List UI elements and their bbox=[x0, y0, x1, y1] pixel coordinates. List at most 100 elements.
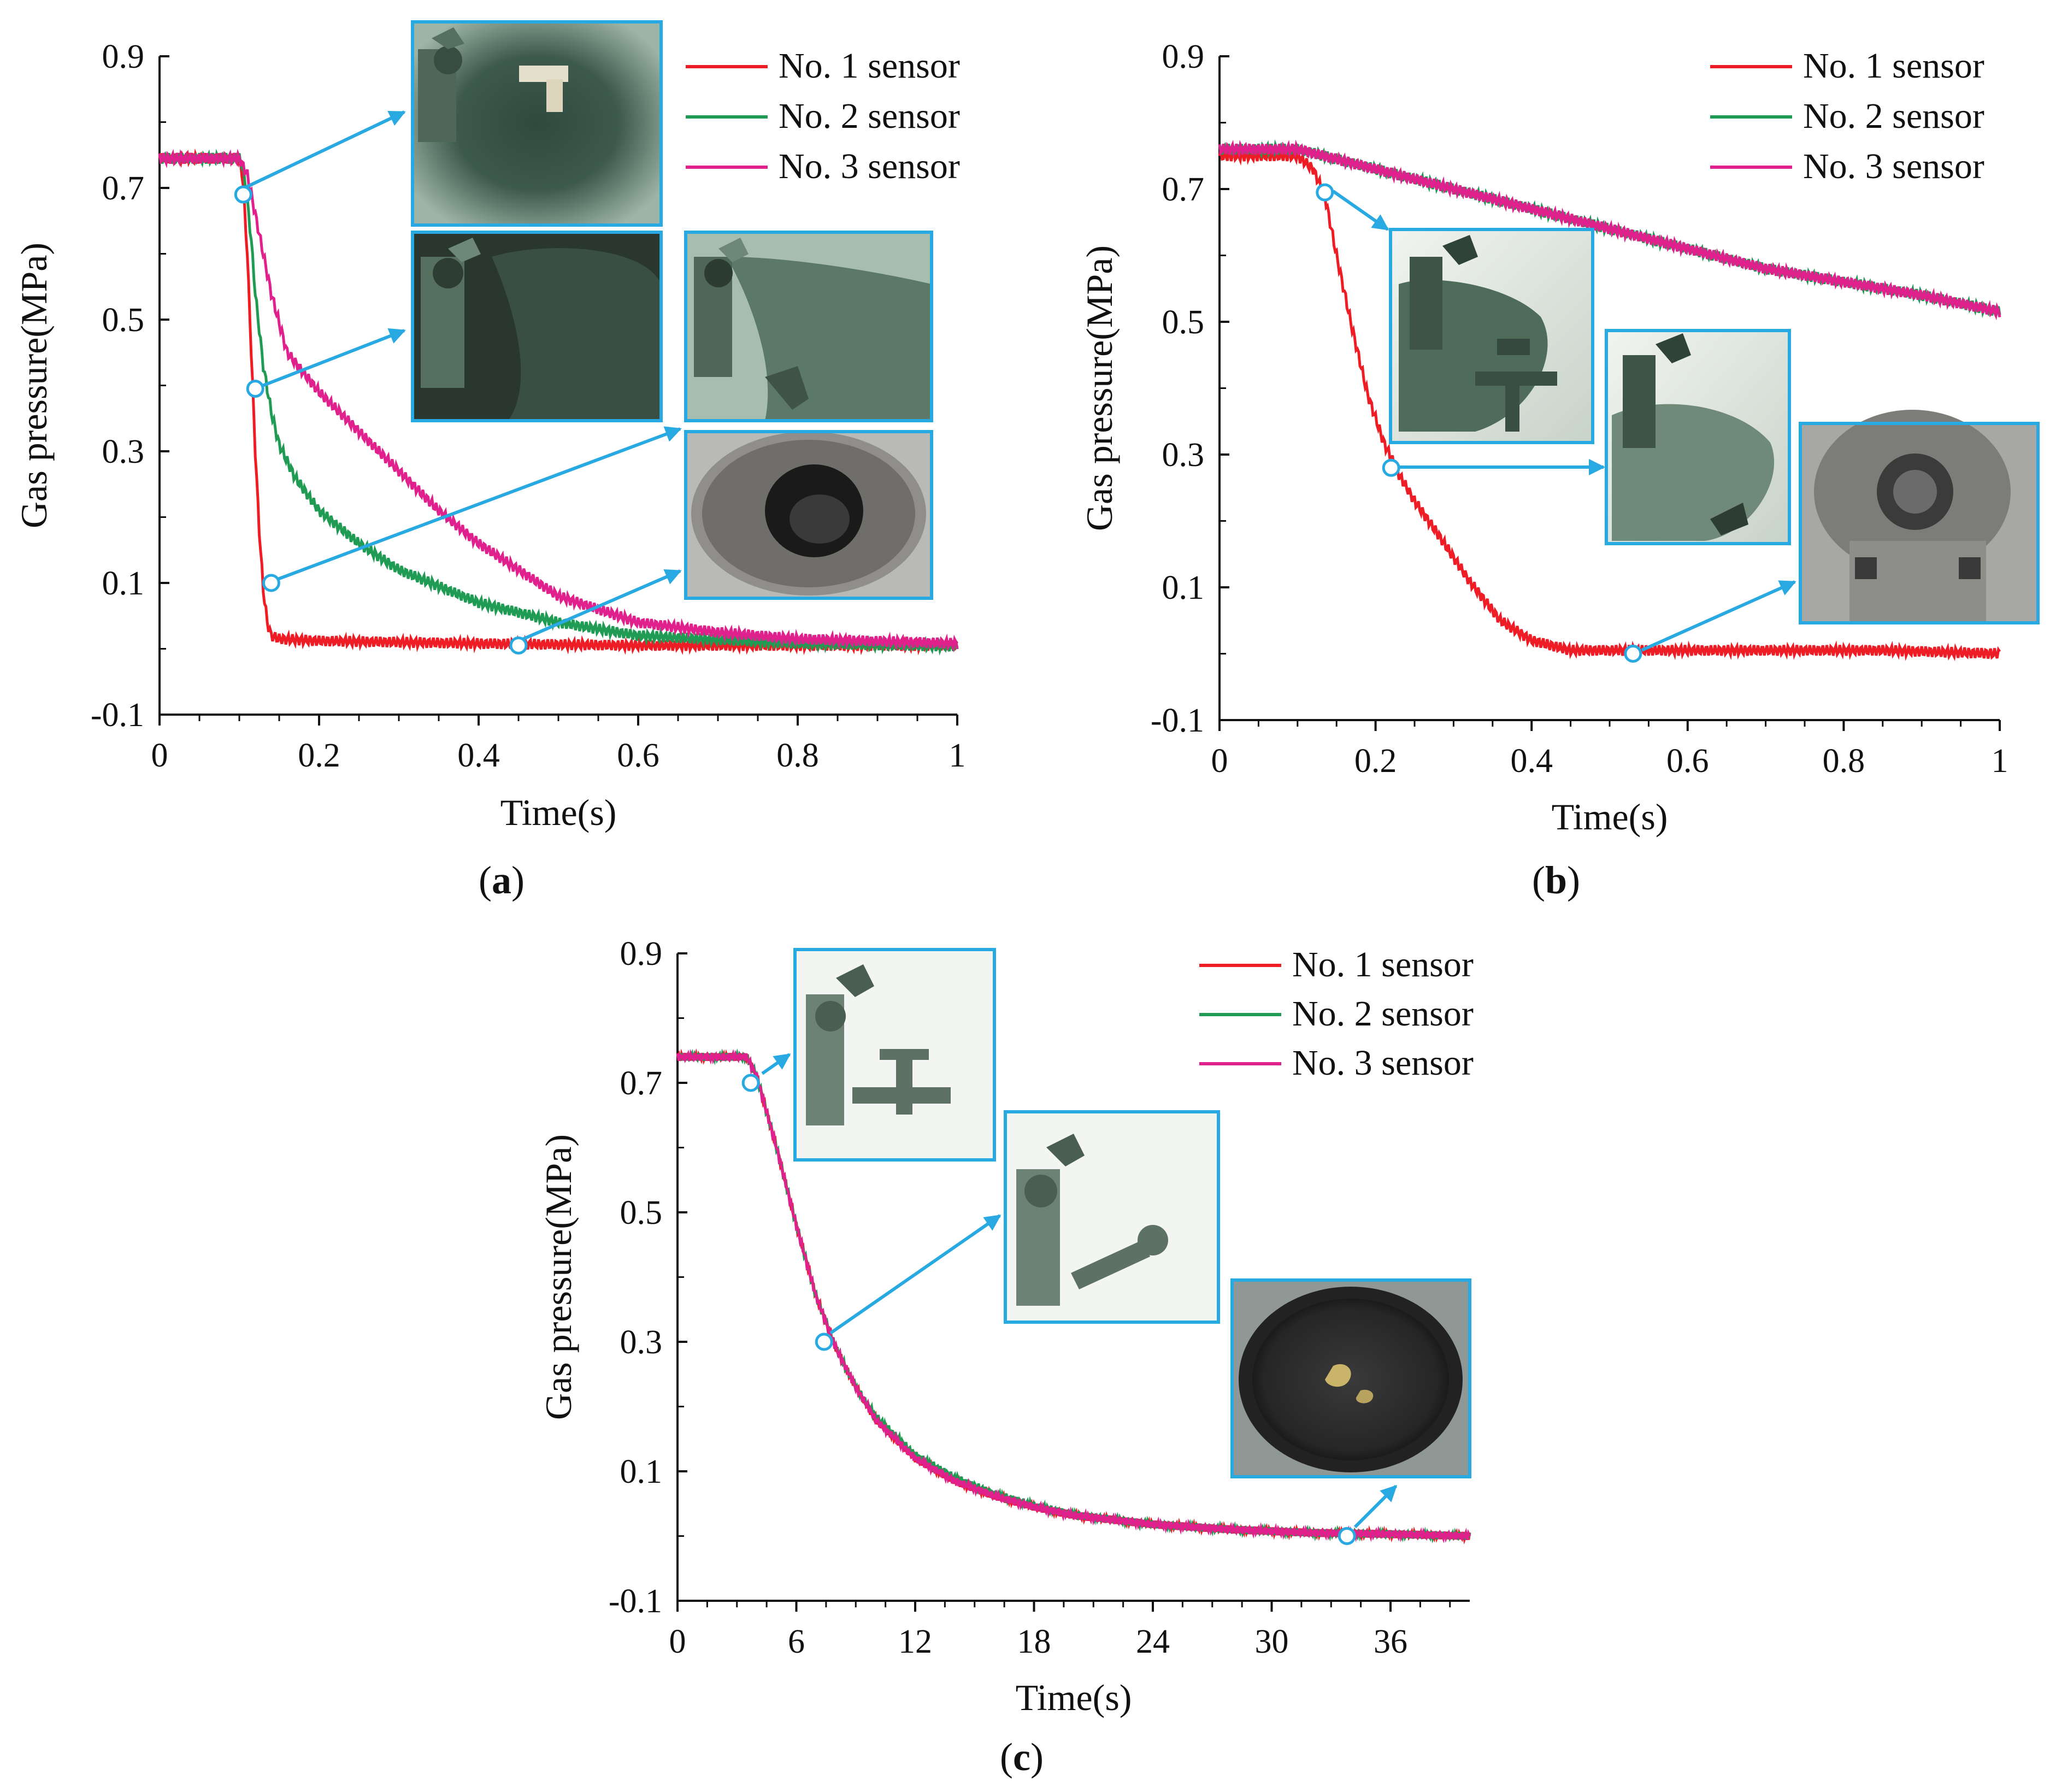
panel-label-c: (c) bbox=[1000, 1735, 1044, 1779]
callout-marker bbox=[246, 380, 264, 398]
panel-a: -0.1 0.1 0.3 0.5 0.7 0.9 0 0.2 0.4 0.6 0.8 1 Time(s)… bbox=[13, 20, 966, 902]
x-tick-label: 24 bbox=[1136, 1623, 1170, 1660]
y-tick-label: 0.7 bbox=[102, 170, 145, 207]
x-axis-label: Time(s) bbox=[1016, 1677, 1132, 1718]
callout-marker bbox=[509, 636, 528, 655]
valve-icon bbox=[421, 238, 481, 388]
x-axis-label: Time(s) bbox=[1552, 796, 1668, 838]
callout-marker bbox=[1338, 1527, 1356, 1545]
y-tick-label: 0.9 bbox=[1162, 38, 1205, 75]
y-tick-label: 0.5 bbox=[1162, 304, 1205, 341]
callout-marker bbox=[815, 1333, 833, 1351]
y-tick-label: 0.3 bbox=[620, 1324, 663, 1361]
callout-marker bbox=[741, 1074, 760, 1092]
callout-marker bbox=[234, 185, 252, 204]
valve-icon bbox=[1410, 235, 1557, 432]
y-tick-label: 0.1 bbox=[1162, 569, 1205, 606]
panel-a-inset-1 bbox=[411, 20, 663, 227]
x-tick-label: 6 bbox=[788, 1623, 805, 1660]
panel-c-arrows bbox=[761, 1053, 1398, 1529]
y-axis-label: Gas pressure(MPa) bbox=[13, 243, 55, 528]
coal-sample-icon bbox=[1239, 1287, 1463, 1472]
x-tick-label: 36 bbox=[1374, 1623, 1407, 1660]
valve-icon bbox=[418, 27, 568, 142]
panel-c-axes: -0.1 0.1 0.3 0.5 0.7 0.9 0 6 12 18 24 30 36 Time(s) Ga… bbox=[538, 935, 1470, 1718]
y-tick-label: 0.7 bbox=[1162, 171, 1205, 208]
panel-a-series bbox=[158, 148, 959, 656]
x-tick-label: 0.8 bbox=[1823, 742, 1865, 780]
panel-c-series bbox=[676, 1048, 1471, 1545]
callout-arrow bbox=[1641, 580, 1796, 652]
series-line-3 bbox=[1218, 139, 2001, 321]
x-tick-label: 0.4 bbox=[1510, 742, 1553, 780]
y-tick-label: 0.5 bbox=[620, 1194, 663, 1231]
legend-label-3: No. 3 sensor bbox=[1803, 146, 1984, 186]
y-tick-label: 0.9 bbox=[620, 935, 663, 972]
callout-marker bbox=[1382, 458, 1400, 477]
x-tick-label: 0.2 bbox=[298, 737, 340, 774]
legend-label-2: No. 2 sensor bbox=[1803, 96, 1984, 136]
valve-icon bbox=[806, 964, 951, 1125]
callout-marker bbox=[1316, 183, 1334, 202]
series-line-1 bbox=[1218, 146, 2001, 662]
valve-icon bbox=[694, 238, 809, 410]
series-line-3 bbox=[676, 1049, 1471, 1543]
x-tick-label: 0.2 bbox=[1354, 742, 1397, 780]
legend-label-2: No. 2 sensor bbox=[779, 96, 960, 136]
panel-b-markers bbox=[1316, 183, 1642, 663]
panel-b-legend: No. 1 sensor No. 2 sensor No. 3 sensor bbox=[1710, 46, 1984, 186]
legend-label-1: No. 1 sensor bbox=[779, 46, 960, 86]
panel-c-legend: No. 1 sensor No. 2 sensor No. 3 sensor bbox=[1199, 945, 1474, 1083]
panel-a-inset-2 bbox=[411, 231, 663, 422]
valve-icon bbox=[1623, 333, 1748, 535]
x-tick-label: 0.4 bbox=[457, 737, 500, 774]
panel-b-inset-1 bbox=[1389, 228, 1594, 444]
callout-marker bbox=[262, 574, 280, 592]
y-axis-label: Gas pressure(MPa) bbox=[538, 1134, 579, 1420]
y-tick-label: 0.1 bbox=[102, 565, 145, 602]
legend-label-3: No. 3 sensor bbox=[1292, 1043, 1474, 1083]
y-tick-label: 0.3 bbox=[102, 433, 145, 470]
x-tick-label: 0.8 bbox=[776, 737, 819, 774]
x-tick-label: 1 bbox=[949, 737, 966, 774]
x-tick-label: 1 bbox=[1992, 742, 2008, 780]
legend-label-2: No. 2 sensor bbox=[1292, 994, 1474, 1034]
callout-arrow bbox=[829, 1214, 1002, 1335]
panel-c-inset-3 bbox=[1230, 1278, 1471, 1478]
panel-b-inset-3 bbox=[1799, 410, 2040, 624]
panel-a-axes: -0.1 0.1 0.3 0.5 0.7 0.9 0 0.2 0.4 0.6 0.8 1 Time(s)… bbox=[13, 38, 966, 833]
panel-b: -0.1 0.1 0.3 0.5 0.7 0.9 0 0.2 0.4 0.6 0.8 1 Time(s)… bbox=[1079, 38, 2040, 902]
panel-c: -0.1 0.1 0.3 0.5 0.7 0.9 0 6 12 18 24 30 36 Time(s) Ga… bbox=[538, 935, 1474, 1779]
legend-label-3: No. 3 sensor bbox=[779, 146, 960, 186]
panel-b-inset-2 bbox=[1605, 329, 1791, 545]
panel-label-b: (b) bbox=[1532, 858, 1580, 902]
x-tick-label: 30 bbox=[1255, 1623, 1289, 1660]
x-tick-label: 0.6 bbox=[617, 737, 659, 774]
y-tick-label: 0.3 bbox=[1162, 437, 1205, 474]
pipe-outlet-icon bbox=[1849, 453, 1986, 623]
callout-marker bbox=[1624, 645, 1642, 663]
y-tick-label: 0.9 bbox=[102, 38, 145, 75]
series-line-3 bbox=[158, 149, 959, 653]
panel-c-inset-1 bbox=[793, 948, 996, 1162]
y-tick-label: 0.5 bbox=[102, 302, 145, 339]
panel-a-inset-3 bbox=[684, 231, 933, 422]
y-tick-label: -0.1 bbox=[1151, 702, 1204, 739]
callout-arrow bbox=[761, 1053, 791, 1075]
panel-b-series bbox=[1218, 139, 2001, 662]
callout-arrow bbox=[515, 569, 682, 644]
y-tick-label: -0.1 bbox=[91, 697, 144, 734]
panel-b-arrows bbox=[1332, 190, 1796, 652]
legend-label-1: No. 1 sensor bbox=[1803, 46, 1984, 86]
x-tick-label: 12 bbox=[898, 1623, 932, 1660]
x-tick-label: 18 bbox=[1017, 1623, 1051, 1660]
panel-c-markers bbox=[741, 1074, 1356, 1545]
panel-c-inset-2 bbox=[1004, 1110, 1220, 1324]
panel-label-a: (a) bbox=[479, 858, 525, 902]
y-tick-label: -0.1 bbox=[609, 1583, 662, 1620]
hole-icon bbox=[765, 464, 863, 557]
y-tick-label: 0.7 bbox=[620, 1065, 663, 1102]
callout-arrow bbox=[269, 426, 682, 583]
y-axis-label: Gas pressure(MPa) bbox=[1079, 245, 1120, 531]
